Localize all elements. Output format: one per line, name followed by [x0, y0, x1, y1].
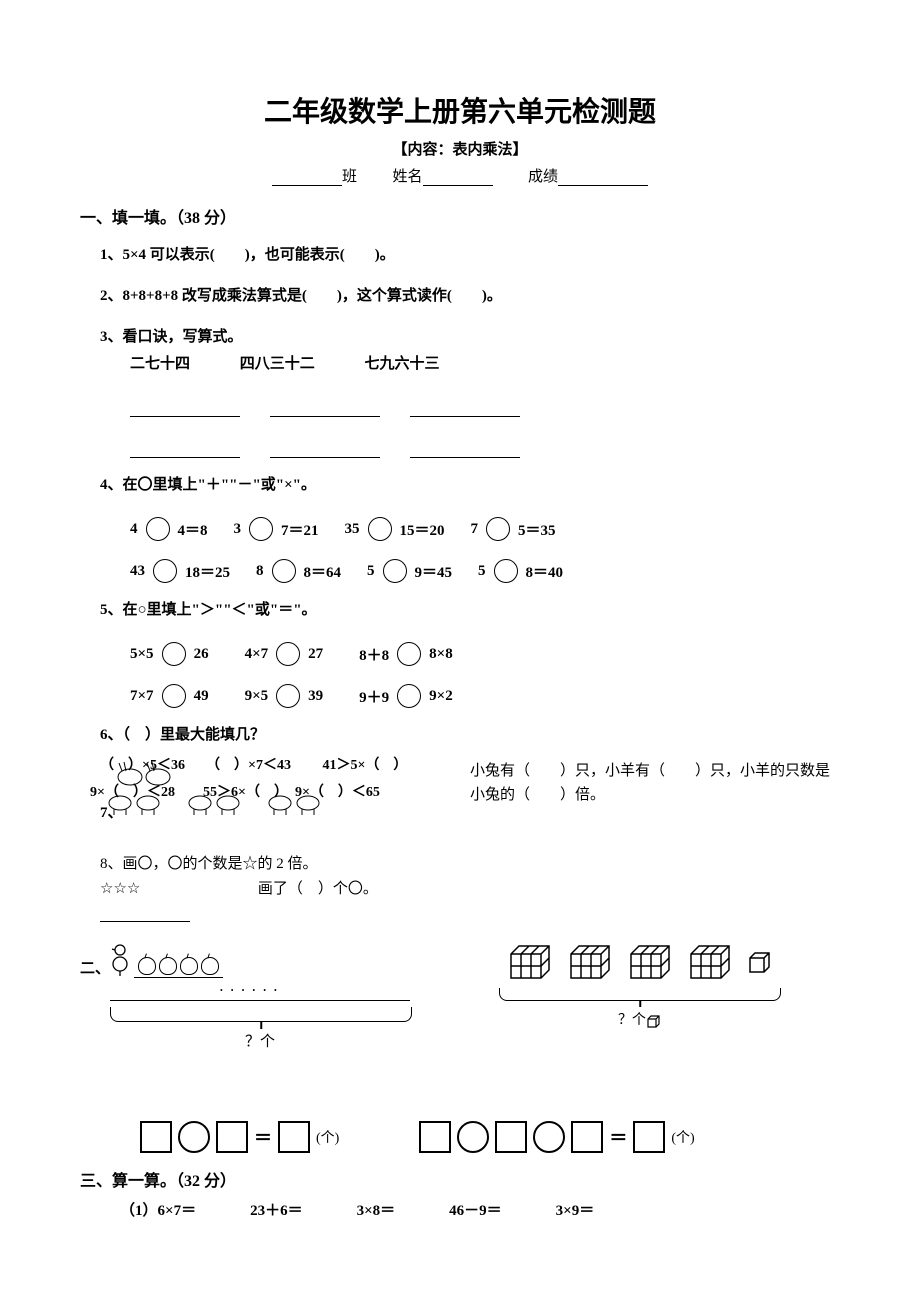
- page-subtitle: 【内容：表内乘法】: [80, 138, 840, 159]
- figure-cubes: ？个: [480, 942, 800, 1051]
- form-line: 班 姓名 成绩: [80, 165, 840, 186]
- q6: 6、（ ）里最大能填几？: [100, 722, 840, 749]
- equation-templates: ＝ (个) ＝ (个): [140, 1121, 840, 1153]
- q3: 3、看口诀，写算式。: [100, 324, 840, 351]
- section-1-header: 一、填一填。（38 分）: [80, 204, 840, 228]
- q5-row2: 7×749 9×539 9＋99×2: [130, 684, 840, 708]
- q4-row2: 4318＝25 88＝64 59＝45 58＝40: [130, 559, 840, 583]
- q1: 1、5×4 可以表示( )，也可能表示( )。: [100, 242, 840, 269]
- q5: 5、在○里填上"＞""＜"或"＝"。: [100, 597, 840, 624]
- figure-apples: 二、 • • • • • • ？个: [80, 942, 420, 1051]
- chick-icon: [110, 942, 130, 978]
- q3-phrases: 二七十四 四八三十二 七九六十三: [130, 351, 840, 378]
- cube-small-icon: [747, 950, 773, 976]
- calc-row-1: （1）6×7＝ 23＋6＝ 3×8＝ 46－9＝ 3×9＝: [120, 1199, 840, 1220]
- section-3-header: 三、算一算。（32 分）: [80, 1167, 840, 1191]
- cube-2x3-icon: [507, 942, 553, 984]
- q4: 4、在〇里填上"＋""－"或"×"。: [100, 472, 840, 499]
- q8: 8、画〇，〇的个数是☆的 2 倍。: [100, 852, 840, 873]
- q2: 2、8+8+8+8 改写成乘法算式是( )，这个算式读作( )。: [100, 283, 840, 310]
- animals-sketch: [100, 759, 460, 819]
- q5-row1: 5×526 4×727 8＋88×8: [130, 642, 840, 666]
- q8-stars: ☆☆☆ 画了（ ）个〇。: [100, 877, 840, 898]
- page-title: 二年级数学上册第六单元检测题: [80, 90, 840, 130]
- q4-row1: 44＝8 37＝21 3515＝20 75＝35: [130, 517, 840, 541]
